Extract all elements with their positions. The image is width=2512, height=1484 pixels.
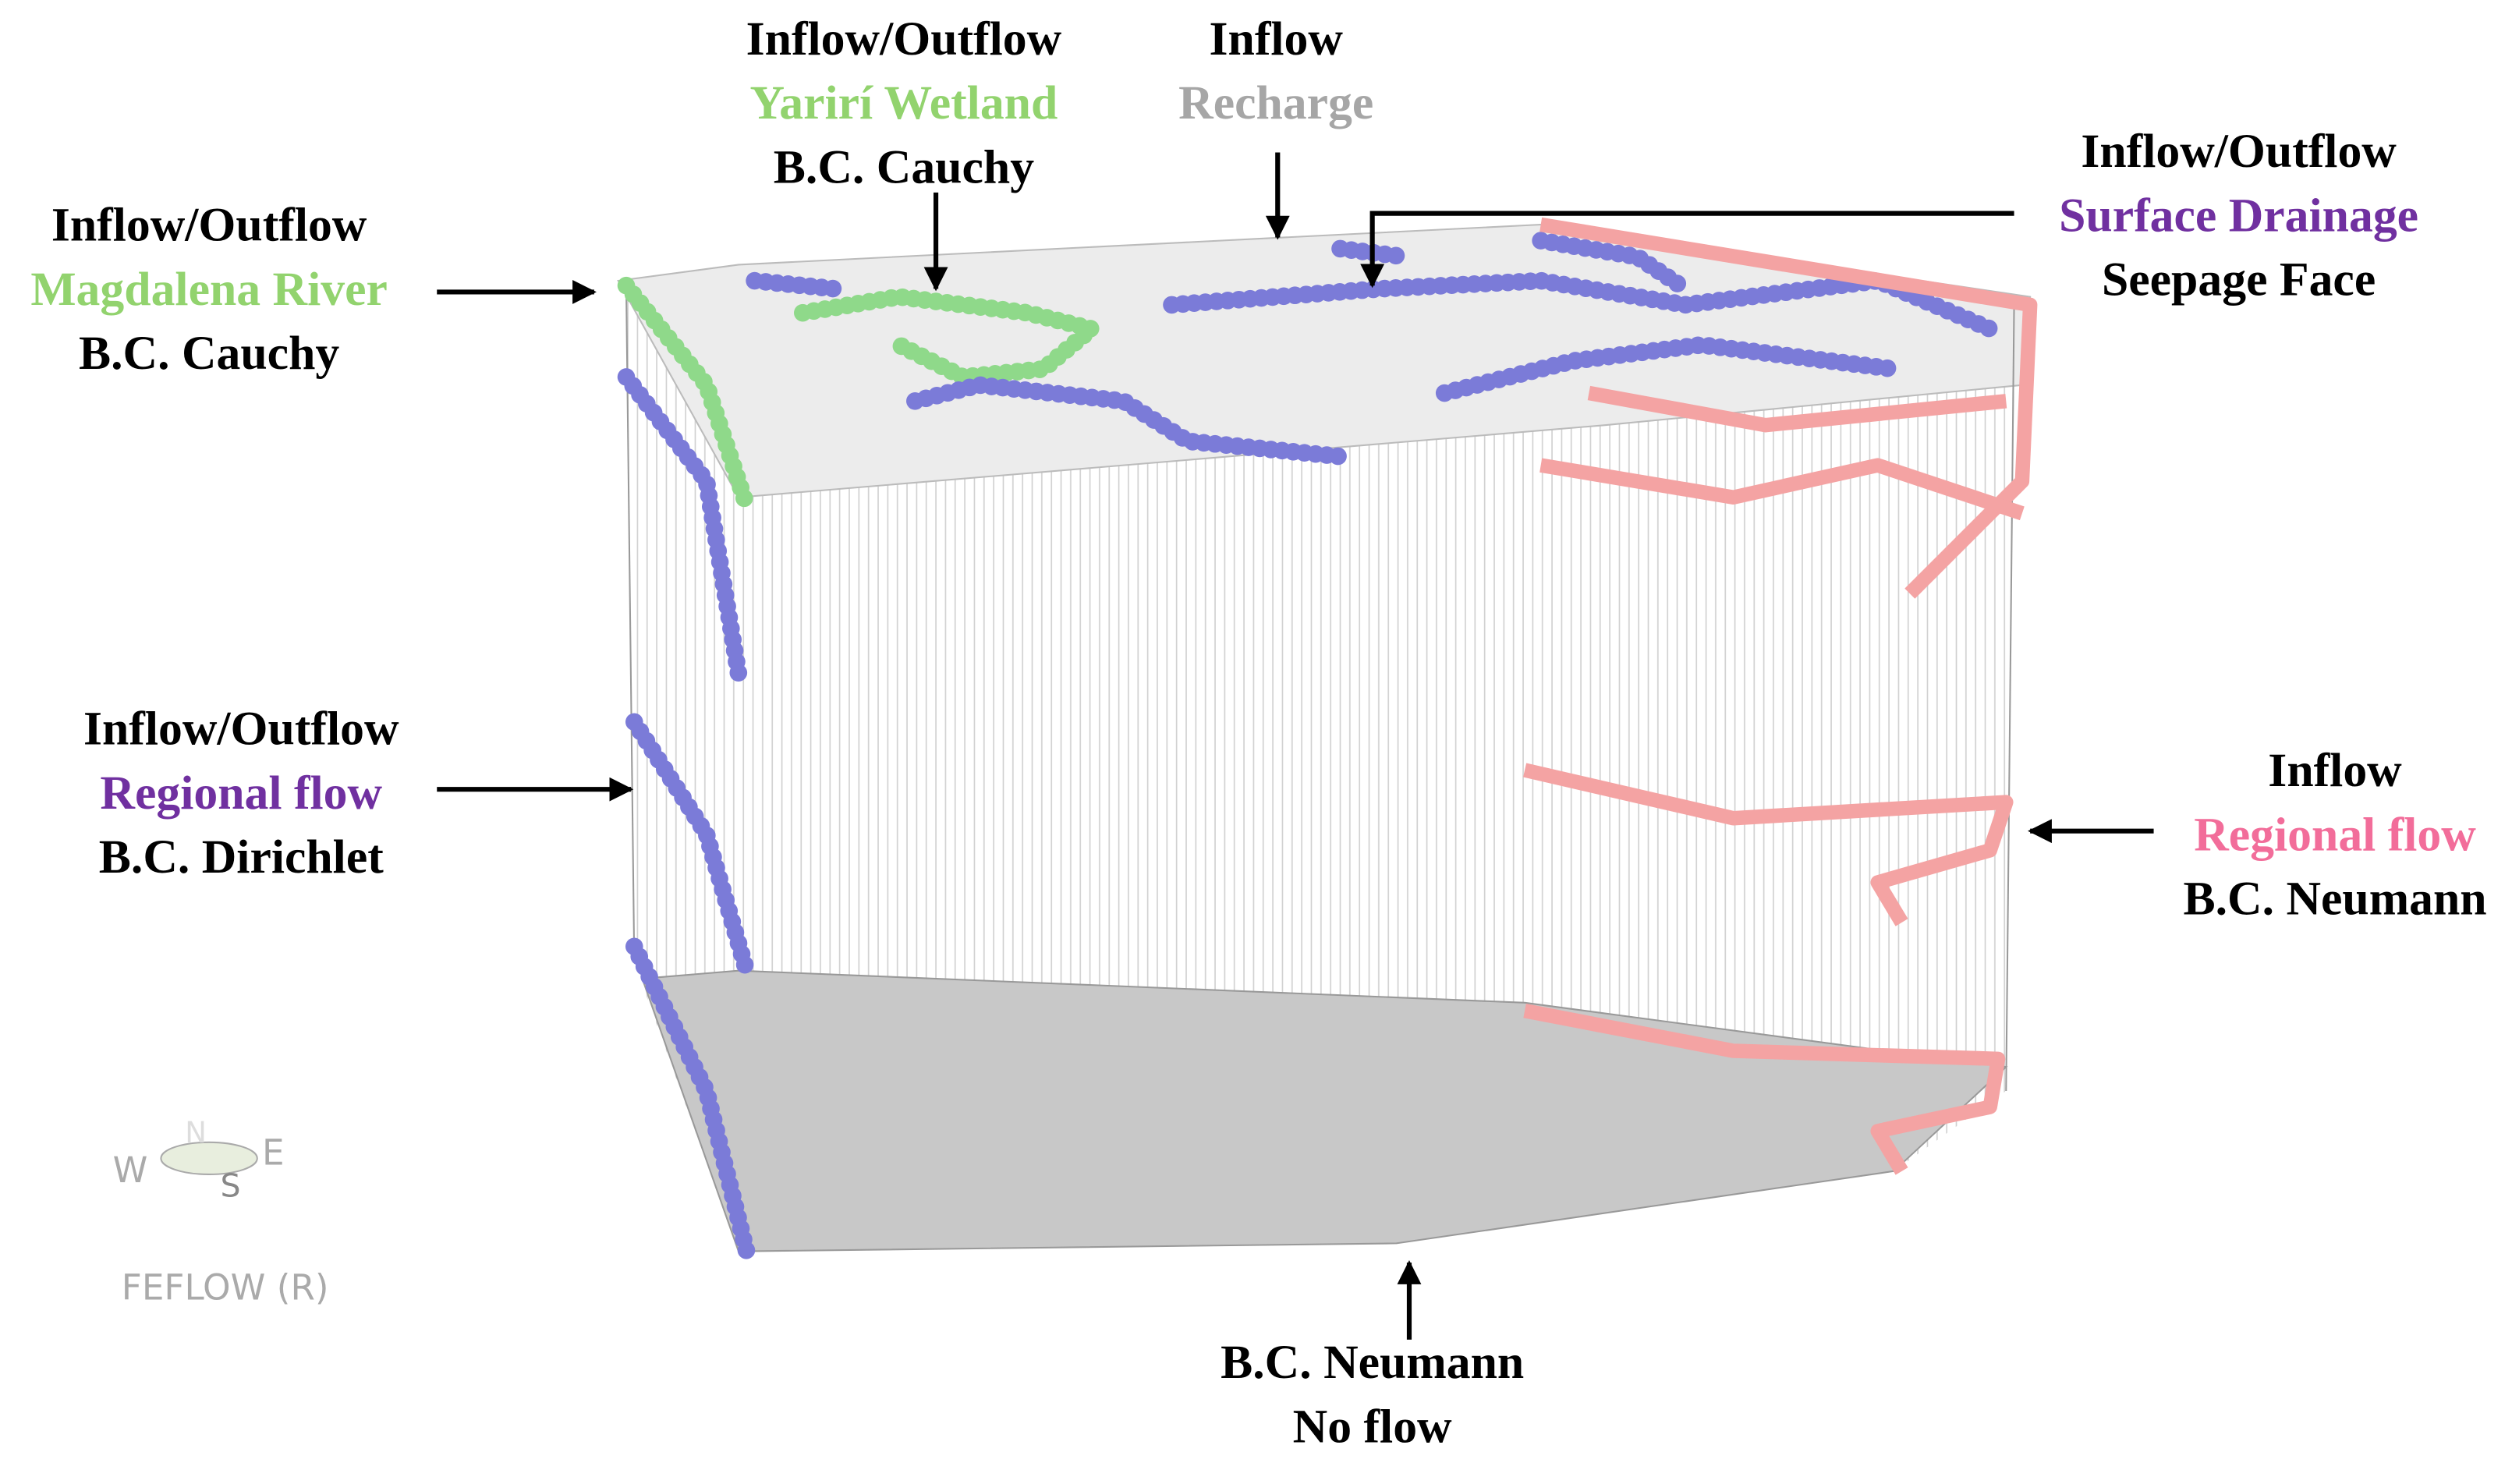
compass-w: W: [113, 1149, 148, 1191]
drain-nodes: [1532, 232, 1695, 298]
drain-nodes: [746, 271, 844, 298]
compass: N E W S: [113, 1116, 285, 1205]
neumann-strips: [1523, 217, 2038, 1175]
edge: [625, 289, 636, 963]
software-label: FEFLOW (R): [122, 1266, 329, 1308]
compass-n: N: [185, 1116, 207, 1149]
label-line: B.C. Neumann: [2183, 873, 2486, 926]
label-line: Yarirí Wetland: [750, 76, 1058, 129]
dirichlet-nodes: [625, 937, 756, 1261]
compass-disc: [160, 1141, 258, 1175]
label-line: Inflow: [1209, 12, 1343, 66]
dirichlet-nodes: [625, 713, 756, 979]
arrows: [437, 152, 2154, 1340]
compass-e: E: [262, 1132, 285, 1174]
label-line: Seepage Face: [2102, 253, 2376, 306]
label-line: Regional flow: [2194, 808, 2476, 861]
label-line: B.C. Cauchy: [79, 327, 339, 380]
label-line: Inflow/Outflow: [83, 703, 399, 756]
label-line: Surface Drainage: [2059, 189, 2418, 242]
drain-nodes: [1435, 335, 1903, 402]
label-line: Inflow/Outflow: [746, 12, 1062, 66]
label-line: Recharge: [1178, 76, 1373, 129]
label-line: Inflow/Outflow: [2081, 125, 2397, 178]
label-line: No flow: [1293, 1401, 1452, 1454]
label-line: Regional flow: [100, 767, 382, 820]
label-line: Inflow/Outflow: [51, 199, 367, 252]
river-nodes: [617, 276, 756, 515]
compass-s: S: [221, 1167, 241, 1205]
labels: Inflow/Outflow Magdalena River B.C. Cauchy…: [30, 12, 2486, 1454]
label-line: B.C. Neumann: [1221, 1336, 1524, 1389]
label-line: Magdalena River: [30, 263, 388, 316]
drain-nodes: [906, 376, 1358, 466]
drain-nodes: [617, 368, 748, 683]
wetland-nodes: [793, 288, 1111, 387]
label-line: B.C. Dirichlet: [99, 831, 384, 884]
label-line: B.C. Cauchy: [774, 141, 1034, 194]
model-block: [617, 217, 2038, 1261]
bc-markers: [617, 232, 2000, 1261]
label-line: Inflow: [2268, 744, 2402, 797]
edge: [2005, 304, 2015, 1091]
